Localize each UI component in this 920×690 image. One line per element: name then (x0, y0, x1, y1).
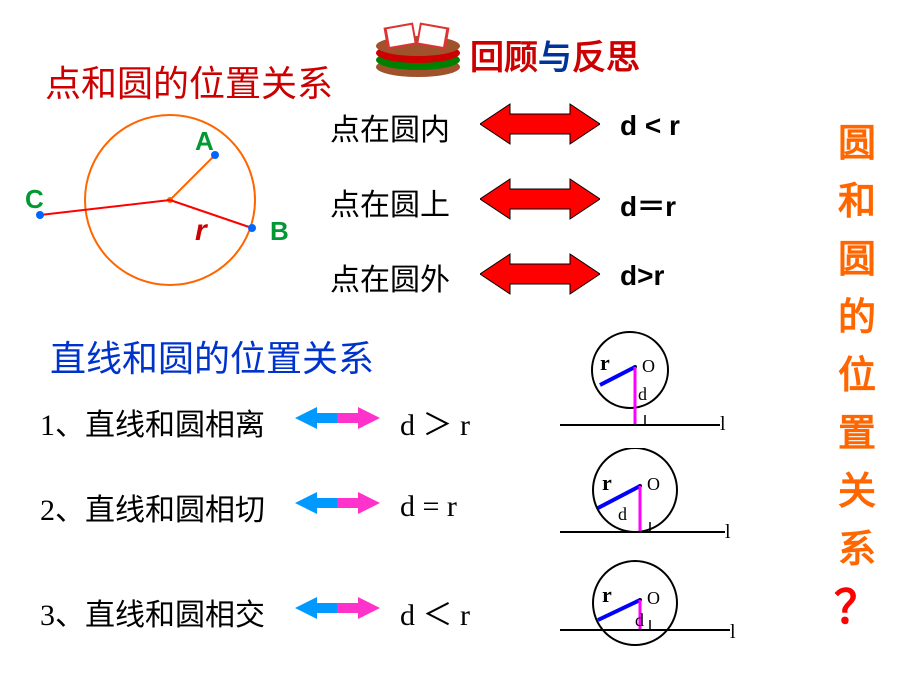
vt-char: 的 (834, 289, 880, 347)
svg-text:d: d (638, 384, 647, 404)
header-part1: 回顾 (470, 30, 538, 79)
vertical-title: 圆 和 圆 的 位 置 关 系 ？ (834, 115, 880, 637)
cond-2: d = r (400, 490, 457, 524)
small-double-arrow-icon (295, 405, 380, 431)
svg-text:r: r (602, 470, 612, 495)
svg-text:A: A (195, 126, 214, 156)
vt-char: 位 (834, 347, 880, 405)
row3-label: 点在圆外 (330, 255, 450, 299)
double-arrow-icon (480, 100, 600, 148)
vt-char: 和 (834, 173, 880, 231)
header-amp: 与 (538, 30, 572, 79)
header-part2: 反思 (572, 30, 640, 79)
row2-label: 点在圆上 (330, 180, 450, 224)
svg-text:O: O (647, 588, 660, 608)
svg-text:l: l (725, 521, 731, 543)
section2-title: 直线和圆的位置关系 (50, 330, 374, 382)
vt-qmark: ？ (834, 579, 880, 637)
svg-text:C: C (25, 184, 44, 214)
svg-text:r: r (195, 214, 209, 247)
mini-diagram-tangent: O r d l (540, 448, 740, 548)
row1-cond: d < r (620, 110, 680, 142)
vt-char: 圆 (834, 115, 880, 173)
header: 回顾 与 反思 (470, 30, 640, 79)
cond-1: d ＞ r (400, 400, 470, 444)
line-item-2: 2、直线和圆相切 (40, 485, 265, 529)
books-icon (370, 15, 465, 80)
row2-cond: d＝r (620, 185, 676, 225)
svg-text:l: l (720, 413, 726, 435)
double-arrow-icon (480, 250, 600, 298)
small-double-arrow-icon (295, 490, 380, 516)
mini-diagram-separate: O r d l (540, 330, 740, 440)
mini-diagram-intersect: O r d l (540, 558, 740, 668)
svg-text:d: d (618, 504, 627, 524)
double-arrow-icon (480, 175, 600, 223)
vt-char: 圆 (834, 231, 880, 289)
svg-text:B: B (270, 216, 289, 246)
svg-text:r: r (600, 350, 610, 375)
line-item-3: 3、直线和圆相交 (40, 590, 265, 634)
vt-char: 置 (834, 405, 880, 463)
vt-char: 关 (834, 463, 880, 521)
svg-text:O: O (642, 356, 655, 376)
svg-text:d: d (635, 610, 644, 630)
vt-char: 系 (834, 521, 880, 579)
svg-text:r: r (602, 582, 612, 607)
row3-cond: d>r (620, 260, 664, 292)
line-item-1: 1、直线和圆相离 (40, 400, 265, 444)
row1-label: 点在圆内 (330, 105, 450, 149)
cond-3: d ＜ r (400, 590, 470, 634)
svg-text:l: l (730, 621, 736, 643)
svg-text:O: O (647, 474, 660, 494)
point-circle-diagram: A B C r (20, 100, 320, 310)
small-double-arrow-icon (295, 595, 380, 621)
